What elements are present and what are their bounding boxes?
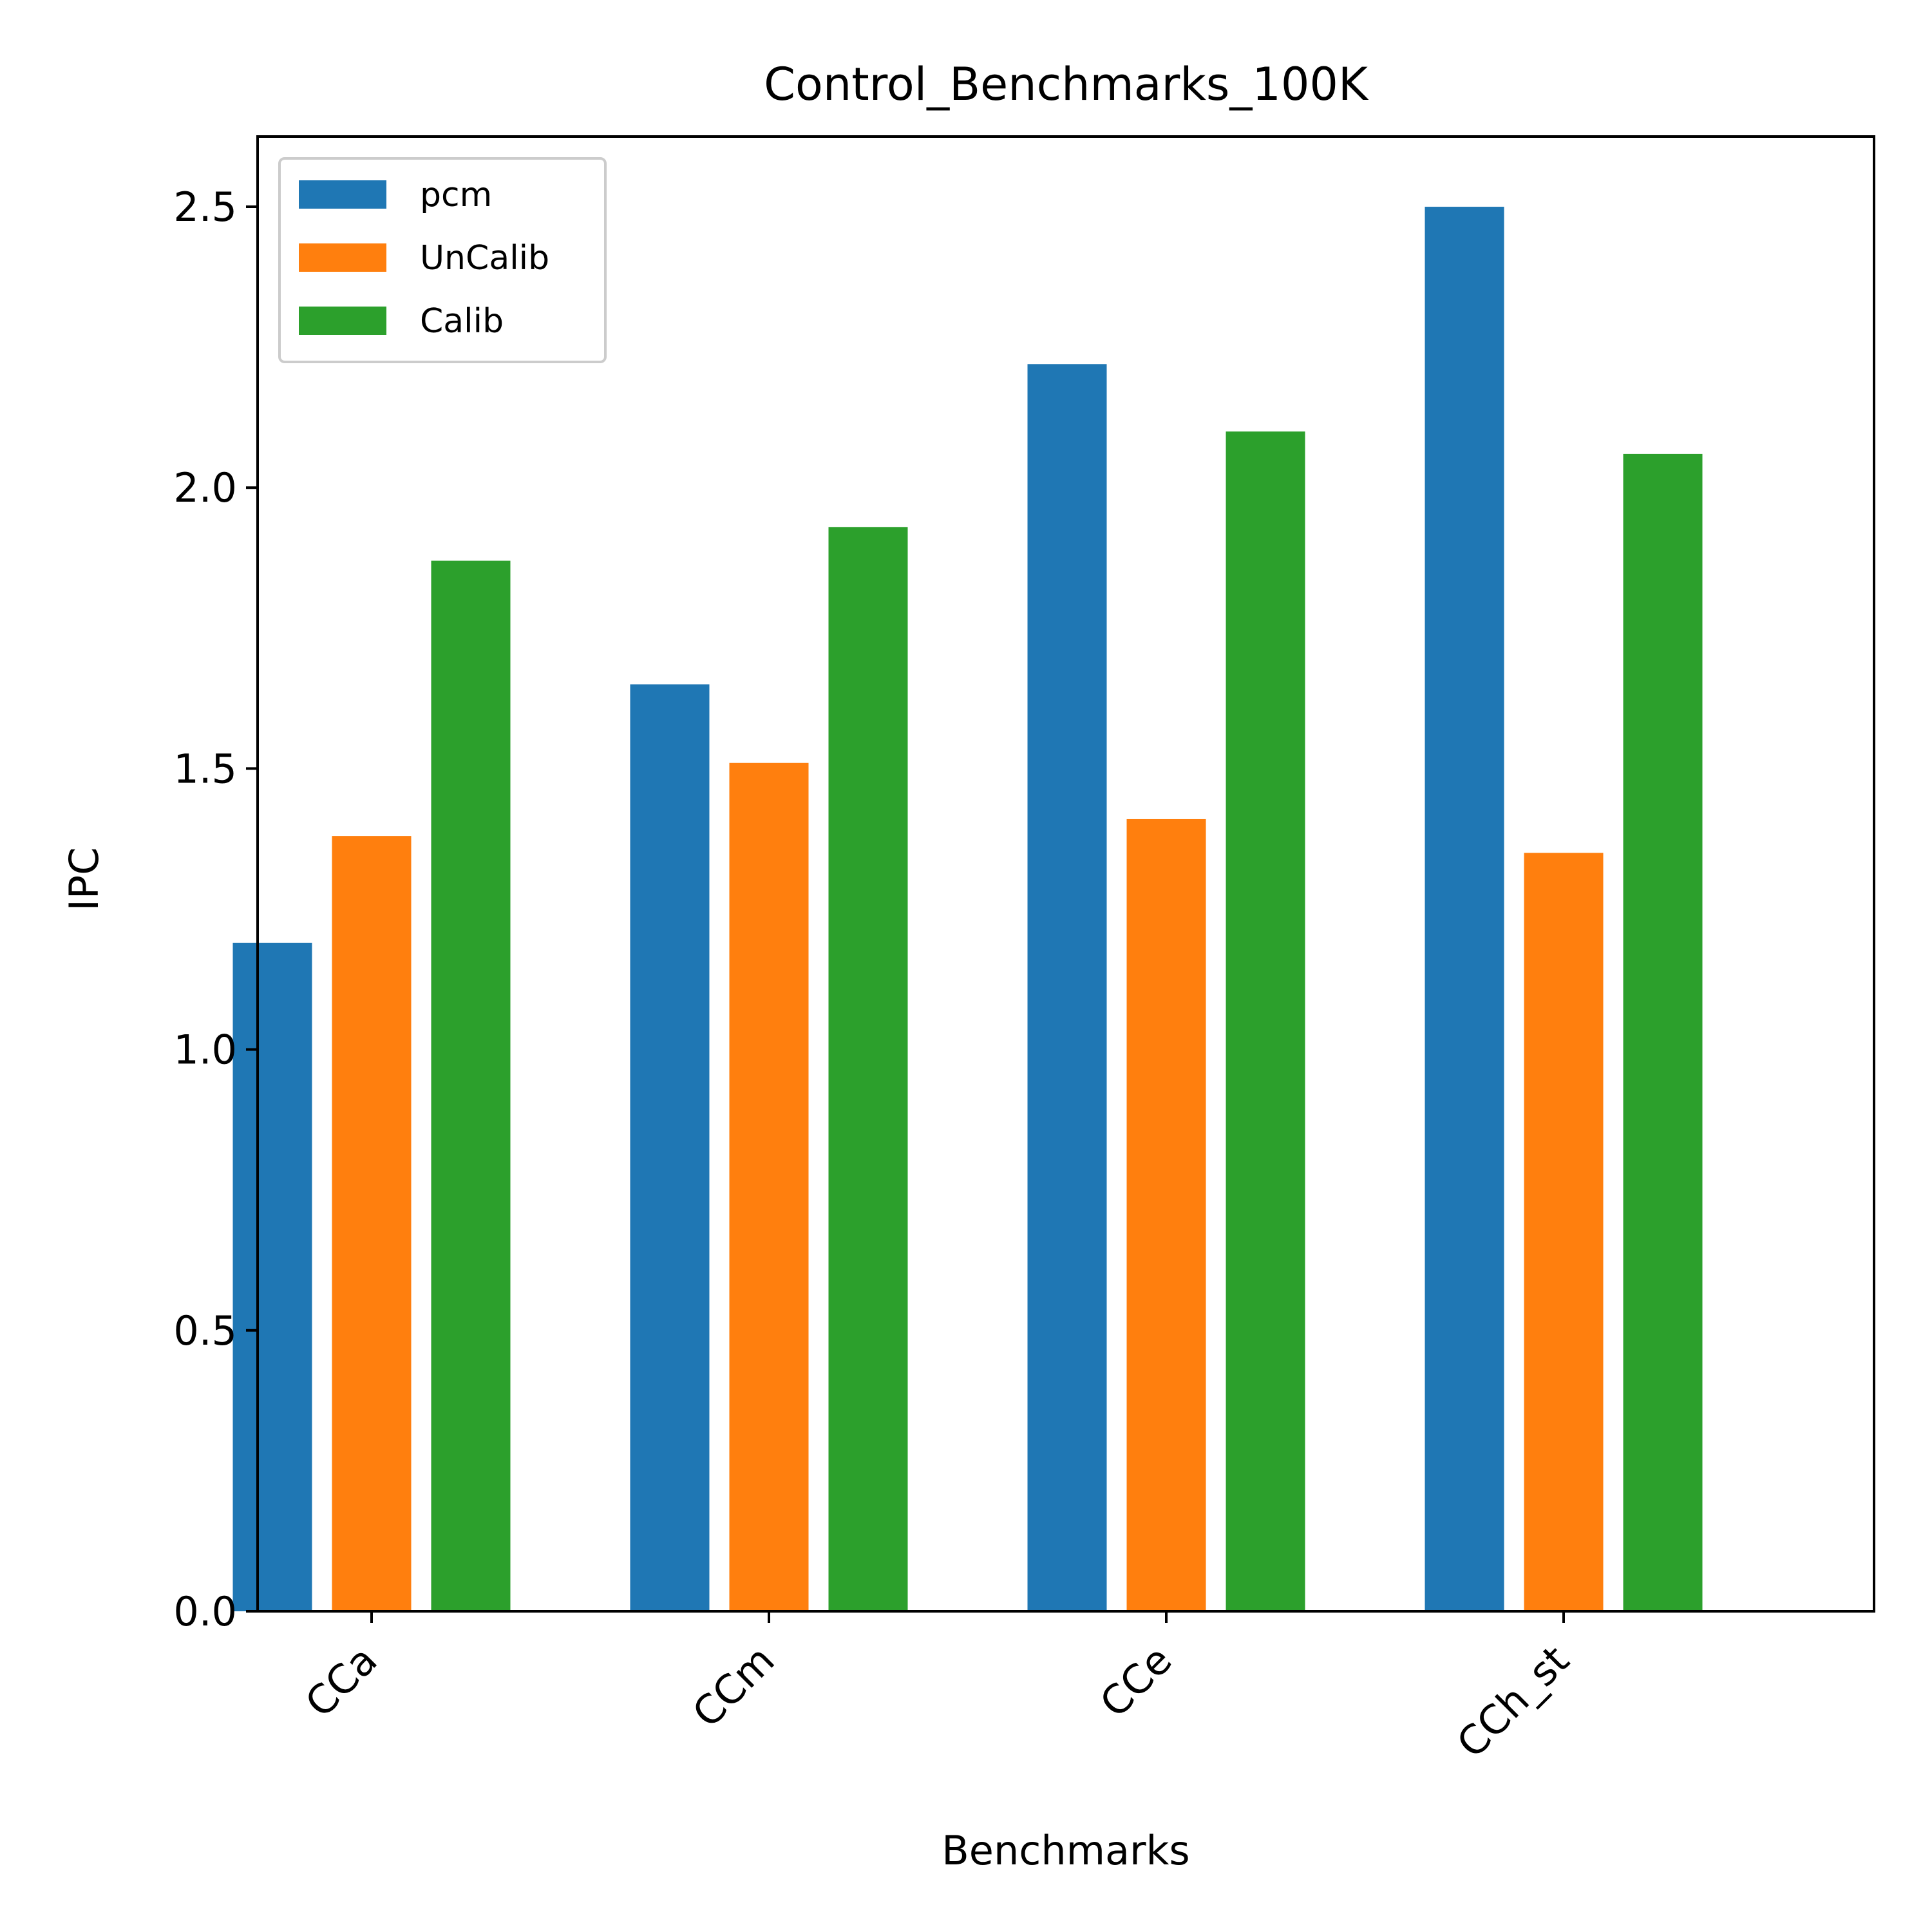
x-tick-label: CCm <box>683 1636 784 1737</box>
bar-UnCalib-CCh_st <box>1524 853 1604 1611</box>
bar-pcm-CCa <box>232 942 312 1611</box>
chart-title: Control_Benchmarks_100K <box>764 58 1369 111</box>
bar-Calib-CCa <box>431 560 511 1611</box>
y-tick-label: 1.5 <box>173 745 237 792</box>
legend-label-UnCalib: UnCalib <box>420 239 549 278</box>
bar-pcm-CCm <box>630 684 710 1611</box>
y-tick-label: 0.0 <box>173 1588 237 1635</box>
bar-pcm-CCe <box>1027 364 1107 1612</box>
y-tick-label: 2.0 <box>173 464 237 511</box>
legend-label-Calib: Calib <box>420 302 504 341</box>
x-tick-label: CCh_st <box>1448 1636 1578 1767</box>
legend-swatch-pcm <box>299 180 386 209</box>
bar-UnCalib-CCm <box>729 762 809 1611</box>
legend-label-pcm: pcm <box>420 176 492 214</box>
legend: pcm UnCalib Calib <box>278 157 607 363</box>
bar-pcm-CCh_st <box>1425 207 1504 1611</box>
legend-swatch-UnCalib <box>299 243 386 272</box>
bars-layer <box>232 207 1703 1612</box>
y-tick-label: 0.5 <box>173 1307 237 1354</box>
bar-Calib-CCm <box>828 527 908 1612</box>
legend-swatch-Calib <box>299 307 386 335</box>
bar-UnCalib-CCe <box>1126 819 1206 1611</box>
y-tick-label: 1.0 <box>173 1027 237 1074</box>
plot-frame <box>256 135 1875 1613</box>
y-tick-label: 2.5 <box>173 184 237 231</box>
x-tick-label: CCa <box>296 1636 386 1727</box>
bar-UnCalib-CCa <box>332 836 412 1611</box>
y-axis-label: IPC <box>61 848 108 911</box>
bar-Calib-CCh_st <box>1623 453 1703 1611</box>
bar-Calib-CCe <box>1226 431 1305 1611</box>
x-axis-label: Benchmarks <box>942 1827 1189 1874</box>
x-tick-label: CCe <box>1091 1636 1181 1727</box>
